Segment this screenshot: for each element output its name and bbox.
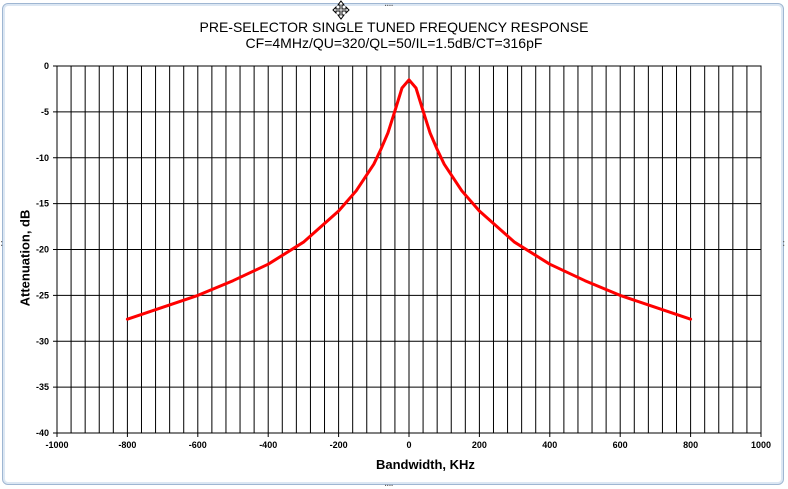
y-tick-label: -5 bbox=[41, 107, 49, 117]
x-tick-label: -200 bbox=[330, 440, 348, 450]
x-tick-label: 800 bbox=[683, 440, 698, 450]
resize-handle-left[interactable]: : bbox=[0, 238, 4, 249]
x-tick-label: 0 bbox=[406, 440, 411, 450]
x-tick-label: -1000 bbox=[45, 440, 68, 450]
resize-handle-top[interactable]: .... bbox=[384, 0, 394, 9]
x-tick-label: 400 bbox=[542, 440, 557, 450]
x-axis-title: Bandwidth, KHz bbox=[376, 457, 475, 472]
y-axis-title: Attenuation, dB bbox=[17, 209, 33, 307]
chart-title: PRE-SELECTOR SINGLE TUNED FREQUENCY RESP… bbox=[199, 19, 589, 35]
x-tick-label: 200 bbox=[472, 440, 487, 450]
chart-area-frame bbox=[2, 3, 784, 485]
y-tick-label: -15 bbox=[36, 199, 49, 209]
x-tick-label: -600 bbox=[189, 440, 207, 450]
y-tick-label: -10 bbox=[36, 153, 49, 163]
chart-subtitle: CF=4MHz/QU=320/QL=50/IL=1.5dB/CT=316pF bbox=[245, 35, 543, 51]
x-tick-label: -800 bbox=[118, 440, 136, 450]
y-tick-label: 0 bbox=[44, 61, 49, 71]
y-tick-label: -35 bbox=[36, 382, 49, 392]
resize-handle-bottom[interactable]: .... bbox=[384, 478, 394, 489]
y-tick-label: -40 bbox=[36, 428, 49, 438]
resize-handle-right[interactable]: : bbox=[782, 238, 786, 249]
x-tick-label: 1000 bbox=[751, 440, 771, 450]
y-tick-label: -30 bbox=[36, 336, 49, 346]
series-line bbox=[125, 78, 693, 321]
x-tick-label: -400 bbox=[259, 440, 277, 450]
y-tick-label: -25 bbox=[36, 290, 49, 300]
move-cursor-icon bbox=[332, 0, 350, 20]
x-tick-label: 600 bbox=[613, 440, 628, 450]
y-tick-label: -20 bbox=[36, 245, 49, 255]
